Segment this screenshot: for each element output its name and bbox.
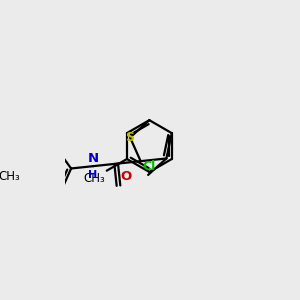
Text: CH₃: CH₃ [0, 170, 20, 183]
Text: S: S [126, 131, 135, 144]
Text: N: N [87, 152, 99, 165]
Text: CH₃: CH₃ [83, 172, 105, 185]
Text: O: O [120, 170, 131, 183]
Text: H: H [88, 170, 98, 180]
Text: Cl: Cl [142, 160, 155, 172]
